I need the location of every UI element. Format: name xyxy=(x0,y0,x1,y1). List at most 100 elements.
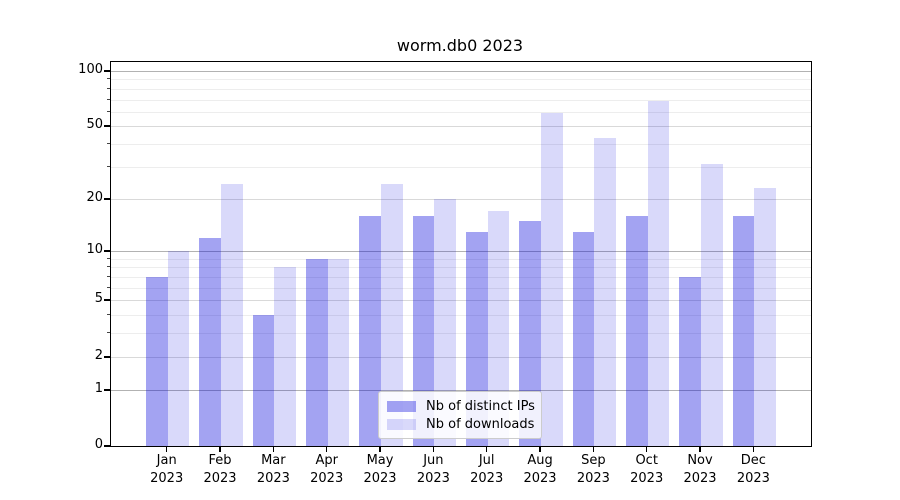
gridline-minor xyxy=(111,111,811,113)
y-minor-tick-mark xyxy=(107,276,110,278)
bar-distinct-ips xyxy=(359,215,382,446)
x-tick-label: Jul 2023 xyxy=(470,453,504,486)
gridline xyxy=(111,389,811,391)
legend-swatch xyxy=(387,400,416,412)
x-tick-label: Dec 2023 xyxy=(736,453,770,486)
gridline-minor xyxy=(111,79,811,81)
y-tick-mark xyxy=(104,445,110,447)
legend-swatch xyxy=(387,418,416,430)
y-tick-mark xyxy=(104,250,110,253)
x-tick-label: May 2023 xyxy=(363,453,397,486)
x-tick-label: Jun 2023 xyxy=(416,453,450,486)
y-tick-label: 50 xyxy=(86,117,103,133)
bar-downloads xyxy=(434,198,456,446)
bar-downloads xyxy=(594,138,616,446)
legend: Nb of distinct IPs Nb of downloads xyxy=(378,391,542,439)
x-tick-mark xyxy=(485,447,488,452)
legend-label: Nb of downloads xyxy=(426,416,535,432)
bar-downloads xyxy=(647,100,670,446)
x-tick-label: Mar 2023 xyxy=(256,453,290,486)
x-tick-mark xyxy=(325,447,328,452)
y-minor-tick-mark xyxy=(107,266,110,268)
gridline xyxy=(111,356,811,358)
x-tick-label: Jan 2023 xyxy=(150,453,184,486)
gridline-minor xyxy=(111,277,811,279)
y-tick-label: 5 xyxy=(94,291,103,307)
y-tick-label: 1 xyxy=(94,380,103,396)
bar-downloads xyxy=(327,258,350,446)
x-tick-mark xyxy=(645,447,648,452)
legend-row: Nb of downloads xyxy=(387,415,541,433)
x-tick-mark xyxy=(539,447,541,452)
x-tick-label: Apr 2023 xyxy=(310,453,344,486)
y-tick-label: 20 xyxy=(86,189,103,205)
bar-downloads xyxy=(167,251,190,446)
y-tick-label: 100 xyxy=(78,61,103,77)
bar-distinct-ips xyxy=(199,237,222,446)
bar-distinct-ips xyxy=(572,231,595,446)
bar-downloads xyxy=(701,164,723,446)
x-tick-mark xyxy=(166,447,168,452)
legend-label: Nb of distinct IPs xyxy=(426,398,535,414)
x-tick-mark xyxy=(699,447,701,452)
y-minor-tick-mark xyxy=(107,110,110,112)
bar-downloads xyxy=(754,187,776,446)
bar-distinct-ips xyxy=(732,215,755,446)
bar-distinct-ips xyxy=(412,215,435,446)
gridline xyxy=(111,198,811,200)
bar-distinct-ips xyxy=(519,220,542,446)
y-tick-label: 10 xyxy=(86,242,103,258)
y-minor-tick-mark xyxy=(107,165,110,167)
x-tick-label: Feb 2023 xyxy=(203,453,237,486)
gridline-minor xyxy=(111,166,811,168)
x-tick-mark xyxy=(219,447,221,452)
bar-distinct-ips xyxy=(626,215,648,446)
y-tick-mark xyxy=(104,125,110,128)
y-tick-mark xyxy=(104,197,110,200)
gridline-minor xyxy=(111,267,811,269)
bar-distinct-ips xyxy=(146,277,168,446)
y-tick-label: 0 xyxy=(94,437,103,452)
bar-downloads xyxy=(381,184,403,446)
y-minor-tick-mark xyxy=(107,87,110,89)
bar-distinct-ips xyxy=(252,315,275,446)
y-tick-label: 2 xyxy=(94,347,103,363)
x-tick-mark xyxy=(432,447,435,452)
x-tick-label: Nov 2023 xyxy=(683,453,717,486)
gridline-minor xyxy=(111,333,811,335)
y-tick-mark xyxy=(104,355,110,358)
gridline-minor xyxy=(111,99,811,101)
legend-row: Nb of distinct IPs xyxy=(387,397,541,415)
y-minor-tick-mark xyxy=(107,143,110,145)
x-tick-mark xyxy=(752,447,755,452)
y-minor-tick-mark xyxy=(107,257,110,259)
y-minor-tick-mark xyxy=(107,78,110,80)
gridline xyxy=(111,300,811,302)
gridline-minor xyxy=(111,287,811,289)
x-tick-mark xyxy=(272,447,275,452)
y-minor-tick-mark xyxy=(107,332,110,334)
y-tick-mark xyxy=(104,388,110,391)
x-tick-mark xyxy=(592,447,595,452)
bar-downloads xyxy=(221,184,243,446)
gridline-minor xyxy=(111,144,811,146)
y-minor-tick-mark xyxy=(107,286,110,288)
y-tick-mark xyxy=(104,69,110,72)
bar-distinct-ips xyxy=(679,277,702,446)
bar-downloads xyxy=(541,113,563,446)
y-minor-tick-mark xyxy=(107,98,110,100)
bar-distinct-ips xyxy=(306,258,328,446)
gridline-minor xyxy=(111,88,811,90)
chart-title: worm.db0 2023 xyxy=(396,36,524,55)
x-tick-label: Oct 2023 xyxy=(630,453,664,486)
x-tick-label: Sep 2023 xyxy=(576,453,610,486)
gridline xyxy=(111,70,811,72)
bar-downloads xyxy=(487,211,510,446)
gridline-minor xyxy=(111,258,811,260)
y-minor-tick-mark xyxy=(107,314,110,316)
x-tick-mark xyxy=(379,447,381,452)
gridline-minor xyxy=(111,315,811,317)
gridline xyxy=(111,126,811,128)
bar-downloads xyxy=(274,267,296,446)
